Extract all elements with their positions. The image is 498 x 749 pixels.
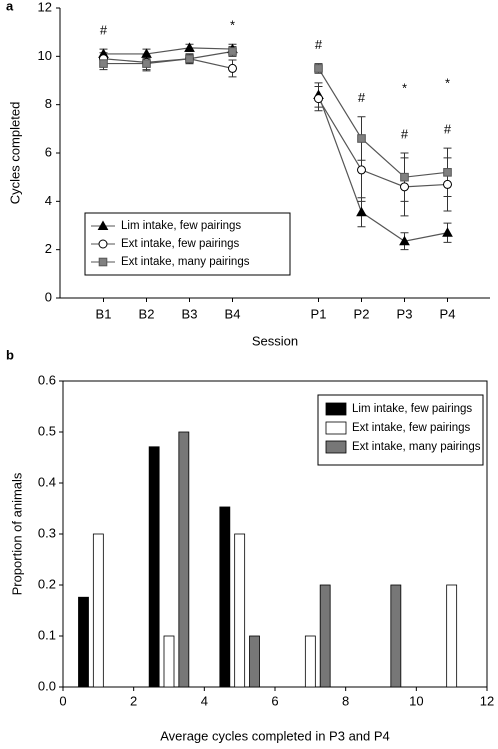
bar bbox=[446, 584, 458, 688]
data-point bbox=[442, 227, 453, 237]
data-point bbox=[357, 165, 366, 175]
legend: Lim intake, few pairings Ext intake, few … bbox=[84, 212, 291, 276]
data-point bbox=[228, 63, 237, 73]
legend-swatch bbox=[325, 421, 347, 435]
data-point bbox=[314, 94, 323, 104]
panel-label: b bbox=[6, 347, 14, 362]
data-point bbox=[443, 179, 452, 189]
legend-swatch bbox=[325, 402, 347, 416]
x-axis-title: Average cycles completed in P3 and P4 bbox=[160, 728, 390, 743]
panel-label: a bbox=[6, 0, 14, 13]
x-tick-label: B3 bbox=[182, 306, 198, 321]
y-axis-title: Cycles completed bbox=[7, 102, 22, 205]
x-tick-label: 12 bbox=[480, 693, 494, 708]
y-tick-label: 0.1 bbox=[38, 627, 56, 642]
x-tick-label: 8 bbox=[342, 693, 349, 708]
y-tick-label: 0.4 bbox=[38, 474, 56, 489]
bar bbox=[304, 635, 316, 688]
data-point bbox=[400, 182, 409, 192]
y-axis-title: Proportion of animals bbox=[9, 472, 24, 595]
y-tick-label: 10 bbox=[38, 48, 52, 63]
bar bbox=[178, 431, 190, 688]
data-point bbox=[141, 48, 152, 58]
y-tick-label: 0.0 bbox=[38, 678, 56, 693]
bar bbox=[234, 533, 246, 688]
x-tick-label: 2 bbox=[130, 693, 137, 708]
x-axis-title: Session bbox=[252, 333, 298, 348]
annotation: # bbox=[100, 23, 108, 38]
y-tick-label: 4 bbox=[45, 193, 52, 208]
legend-label: Ext intake, few pairings bbox=[121, 238, 240, 250]
x-tick-label: B2 bbox=[139, 306, 155, 321]
x-tick-label: P3 bbox=[397, 306, 413, 321]
annotation: * bbox=[402, 80, 407, 95]
data-point bbox=[399, 235, 410, 246]
annotation: # bbox=[358, 90, 366, 105]
annotation: * bbox=[445, 76, 450, 91]
y-tick-label: 8 bbox=[45, 96, 52, 111]
data-point bbox=[142, 59, 151, 68]
bar bbox=[92, 533, 104, 688]
y-tick-label: 0 bbox=[45, 289, 52, 304]
legend-marker bbox=[98, 257, 108, 267]
y-tick-label: 0.5 bbox=[38, 423, 56, 438]
x-tick-label: 6 bbox=[271, 693, 278, 708]
bar bbox=[78, 596, 89, 688]
bar bbox=[249, 635, 260, 688]
legend: Lim intake, few pairings Ext intake, few … bbox=[317, 394, 484, 466]
legend-box bbox=[84, 212, 291, 276]
legend-label: Lim intake, few pairings bbox=[352, 403, 472, 415]
x-tick-label: B4 bbox=[225, 306, 241, 321]
data-point bbox=[314, 64, 323, 73]
data-point bbox=[400, 172, 409, 182]
bar bbox=[163, 635, 175, 688]
x-tick-label: 0 bbox=[59, 693, 66, 708]
series-line bbox=[103, 47, 448, 242]
bar bbox=[319, 584, 331, 688]
y-tick-label: 6 bbox=[45, 144, 52, 159]
annotation: # bbox=[315, 37, 323, 52]
annotation: * bbox=[230, 18, 235, 33]
data-point bbox=[184, 42, 195, 52]
series-line bbox=[103, 58, 448, 188]
legend-label: Ext intake, few pairings bbox=[352, 422, 471, 434]
legend-label: Ext intake, many pairings bbox=[352, 441, 481, 453]
series-line bbox=[103, 50, 448, 178]
bar bbox=[148, 446, 160, 688]
annotation: # bbox=[444, 122, 452, 137]
data-point bbox=[443, 168, 452, 177]
data-point bbox=[228, 47, 237, 56]
x-tick-label: P4 bbox=[440, 306, 456, 321]
y-tick-label: 2 bbox=[45, 241, 52, 256]
x-tick-label: 10 bbox=[409, 693, 423, 708]
x-tick-label: 4 bbox=[201, 693, 208, 708]
bar bbox=[390, 584, 402, 688]
legend-marker bbox=[97, 220, 109, 230]
legend-label: Ext intake, many pairings bbox=[121, 256, 250, 268]
x-tick-label: B1 bbox=[96, 306, 112, 321]
data-point bbox=[357, 134, 366, 143]
y-tick-label: 0.2 bbox=[38, 576, 56, 591]
x-tick-label: P1 bbox=[311, 306, 327, 321]
data-point bbox=[185, 54, 194, 64]
data-point bbox=[99, 59, 108, 68]
annotation: # bbox=[401, 126, 409, 141]
legend-marker bbox=[98, 239, 108, 249]
y-tick-label: 0.6 bbox=[38, 372, 56, 387]
y-tick-label: 0.3 bbox=[38, 525, 56, 540]
data-point bbox=[356, 206, 367, 217]
legend-swatch bbox=[325, 440, 347, 454]
bar bbox=[219, 506, 231, 688]
y-tick-label: 12 bbox=[38, 0, 52, 14]
legend-label: Lim intake, few pairings bbox=[121, 220, 241, 232]
x-tick-label: P2 bbox=[354, 306, 370, 321]
